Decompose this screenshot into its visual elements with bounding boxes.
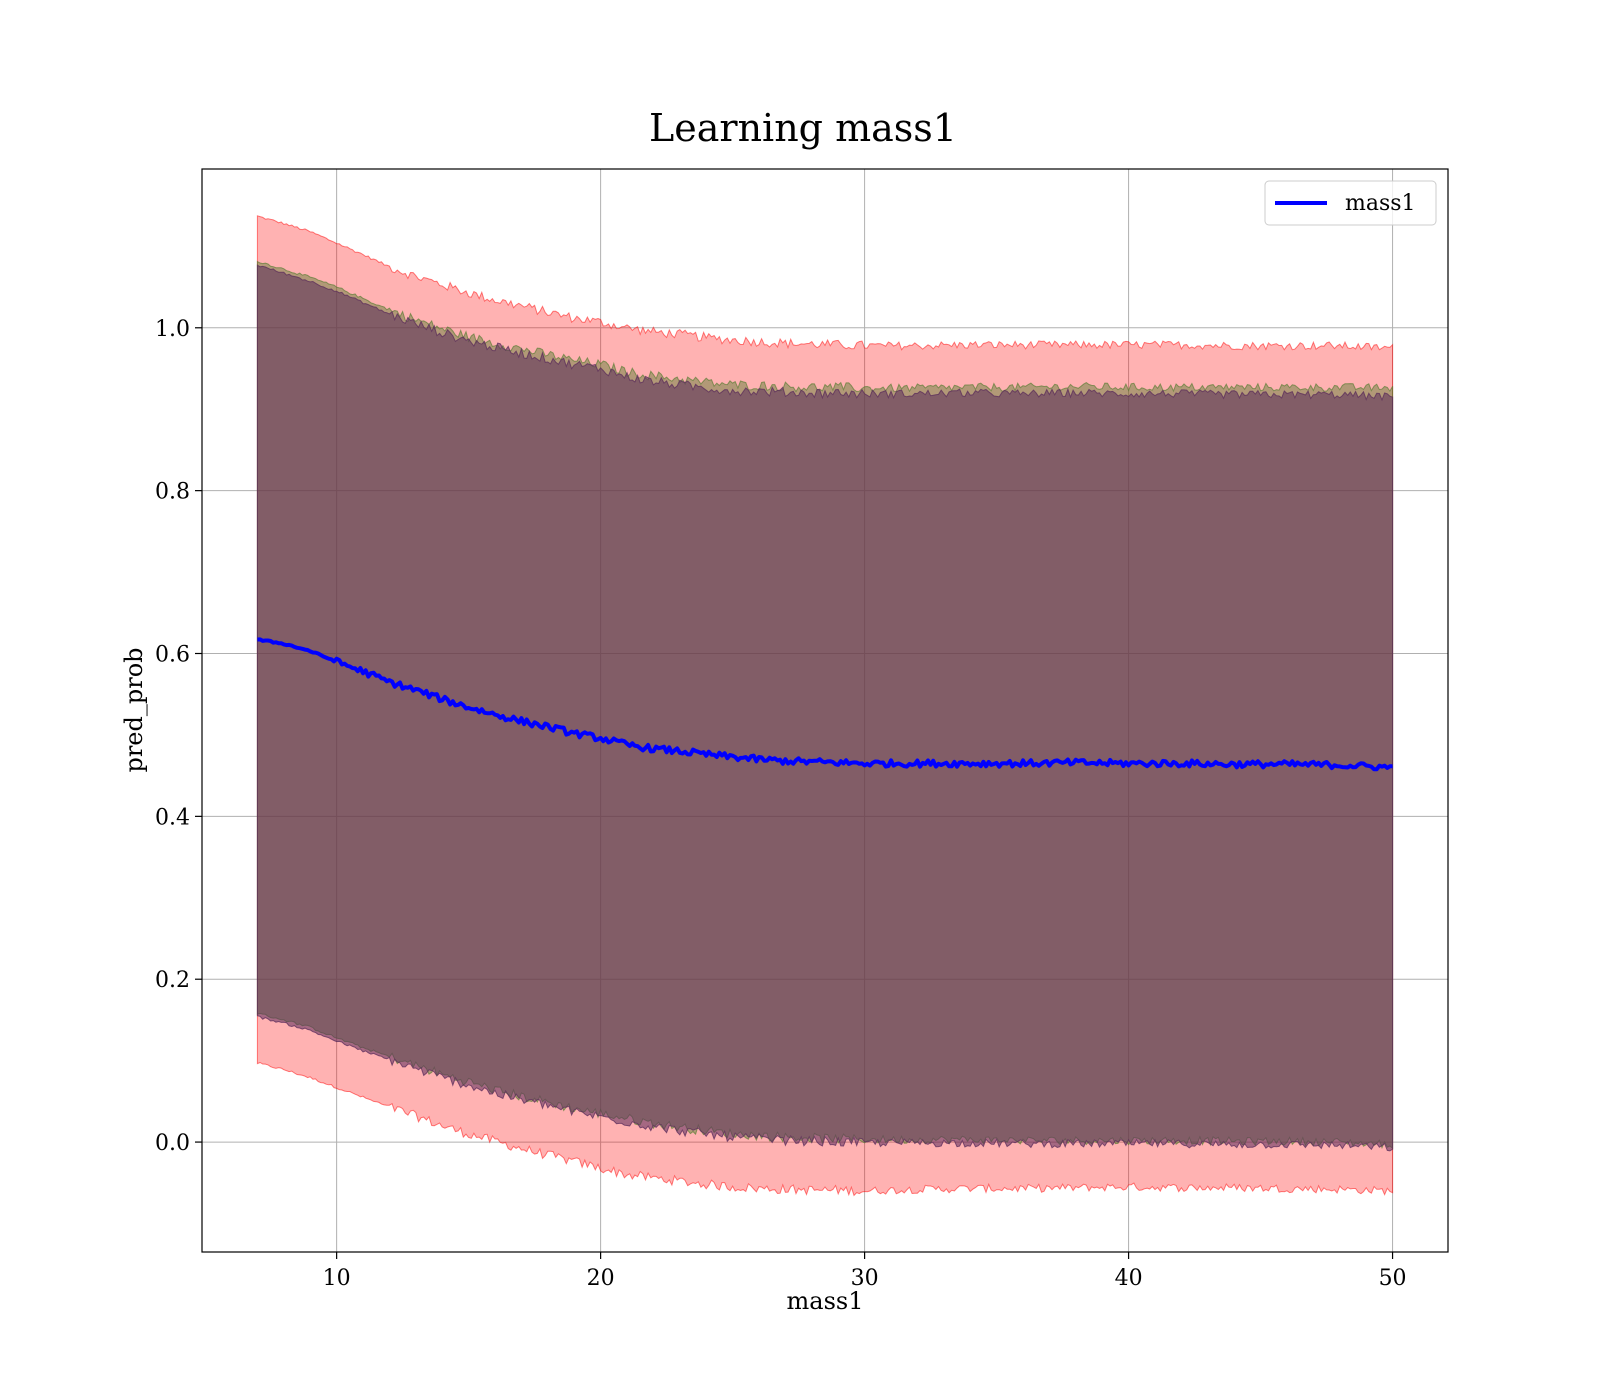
legend-label-mass1: mass1 <box>1345 191 1416 216</box>
y-tick-label: 0.4 <box>155 805 190 830</box>
y-tick-label: 0.6 <box>155 643 190 668</box>
y-tick-label: 0.8 <box>155 480 190 505</box>
series-line-mass1 <box>257 637 1393 772</box>
x-axis-ticks: 10 20 30 40 50 <box>323 1252 1407 1291</box>
plot-frame <box>201 168 1449 1253</box>
y-tick-label: 1.0 <box>155 317 190 342</box>
y-axis-ticks: 0.0 0.2 0.4 0.6 0.8 1.0 <box>155 317 202 1156</box>
confidence-bands <box>256 215 1394 1197</box>
y-tick-label: 0.2 <box>155 968 190 993</box>
legend: mass1 <box>1264 180 1437 226</box>
legend-box <box>1264 180 1437 226</box>
series-lines <box>257 637 1393 772</box>
x-tick-label: 20 <box>587 1266 615 1291</box>
x-tick-label: 30 <box>851 1266 879 1291</box>
chart-title: Learning mass1 <box>649 106 957 150</box>
x-axis-label: mass1 <box>787 1287 864 1315</box>
x-tick-label: 10 <box>323 1266 351 1291</box>
confidence-band-2 <box>256 264 1394 1152</box>
x-tick-label: 50 <box>1379 1266 1407 1291</box>
y-axis-label: pred_prob <box>120 647 148 772</box>
x-tick-label: 40 <box>1115 1266 1143 1291</box>
y-tick-label: 0.0 <box>155 1131 190 1156</box>
